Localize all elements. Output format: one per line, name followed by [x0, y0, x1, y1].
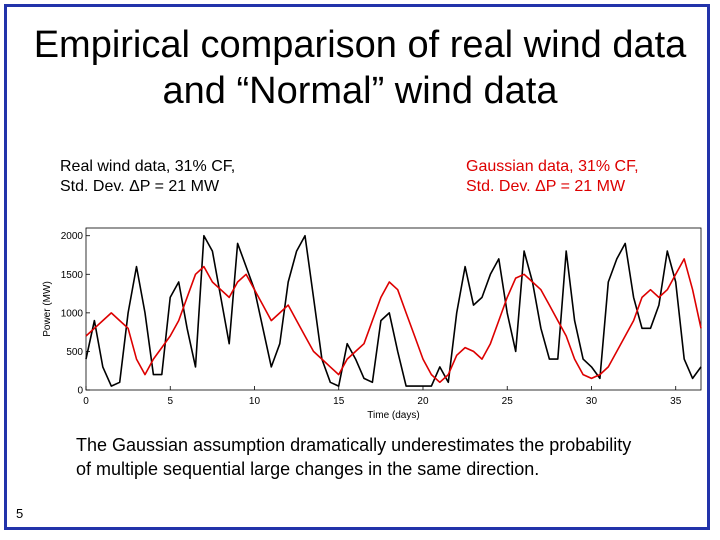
x-tick-label: 5 — [167, 396, 173, 407]
legend-real-line-1: Real wind data, 31% CF, — [60, 158, 236, 175]
x-tick-label: 25 — [502, 396, 514, 407]
slide-title: Empirical comparison of real wind data a… — [33, 24, 687, 112]
x-axis-label: Time (days) — [367, 410, 419, 421]
y-tick-label: 500 — [66, 347, 83, 358]
x-tick-label: 10 — [249, 396, 261, 407]
slide-frame — [4, 4, 710, 530]
x-tick-label: 35 — [670, 396, 682, 407]
legend-gaussian-line-1: Gaussian data, 31% CF, — [466, 158, 639, 175]
y-tick-label: 1000 — [61, 308, 84, 319]
page-number: 5 — [16, 506, 24, 521]
power-time-chart: 0 5 10 15 20 25 30 35 0 500 1000 1500 2000 Time (da… — [42, 227, 702, 421]
y-axis: 0 500 1000 1500 2000 — [61, 231, 90, 397]
series-gaussian-line — [85, 258, 702, 384]
slide-note: The Gaussian assumption dramatically und… — [76, 435, 632, 479]
legend-real-wind: Real wind data, 31% CF, Std. Dev. ΔP = 2… — [60, 157, 235, 197]
x-axis: 0 5 10 15 20 25 30 35 — [83, 386, 682, 407]
y-tick-label: 0 — [77, 386, 83, 397]
y-tick-label: 1500 — [61, 270, 84, 281]
legend-gaussian: Gaussian data, 31% CF, Std. Dev. ΔP = 21… — [466, 157, 639, 197]
y-axis-label: Power (MW) — [42, 281, 53, 337]
plot-frame — [85, 227, 702, 391]
plot-area — [85, 227, 702, 391]
legend-gaussian-line-2: Std. Dev. ΔP = 21 MW — [466, 178, 626, 195]
series-real-wind-line — [85, 234, 702, 387]
x-tick-label: 30 — [586, 396, 598, 407]
x-tick-label: 20 — [417, 396, 429, 407]
y-tick-label: 2000 — [61, 231, 84, 242]
legend-real-line-2: Std. Dev. ΔP = 21 MW — [60, 178, 220, 195]
x-tick-label: 15 — [333, 396, 345, 407]
x-tick-label: 0 — [83, 396, 89, 407]
